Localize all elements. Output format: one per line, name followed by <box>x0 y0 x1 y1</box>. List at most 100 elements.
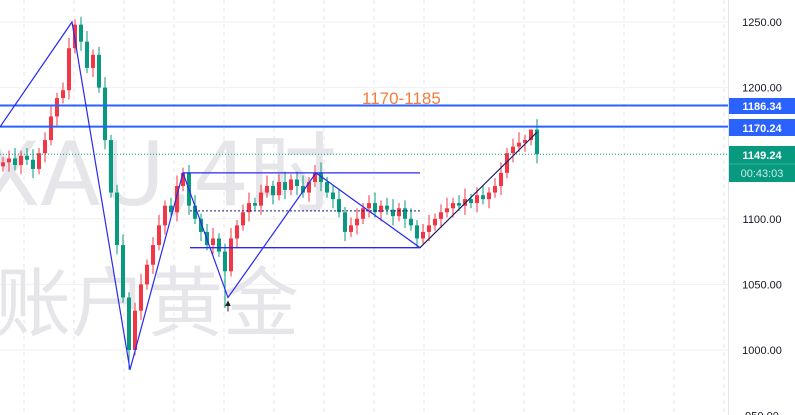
price-tick-label: 1000.00 <box>742 345 782 357</box>
candle-up <box>247 203 251 213</box>
candle-down <box>199 218 203 232</box>
candle-up <box>139 284 143 311</box>
candle-up <box>451 203 455 209</box>
level-value: 1186.34 <box>742 101 782 113</box>
candle-down <box>283 182 287 190</box>
candle-down <box>85 41 89 68</box>
candle-up <box>397 208 401 217</box>
candle-down <box>103 87 107 141</box>
candle-down <box>127 297 131 350</box>
candle-up <box>241 212 245 226</box>
candle-up <box>259 192 263 206</box>
candle-down <box>403 208 407 219</box>
candle-up <box>505 153 509 173</box>
candle-down <box>319 172 323 183</box>
candle-up <box>151 245 155 265</box>
candle-up <box>55 98 59 117</box>
candle-down <box>25 155 29 160</box>
candle-up <box>91 54 95 68</box>
arrow-marker <box>225 300 231 312</box>
candle-up <box>313 172 317 183</box>
candle-up <box>145 264 149 285</box>
candle-down <box>343 212 347 232</box>
candle-up <box>133 310 137 350</box>
candle-up <box>487 192 491 200</box>
price-tick-label: 1050.00 <box>742 279 782 291</box>
candle-down <box>253 203 257 206</box>
candle-down <box>535 129 539 155</box>
candle-down <box>331 192 335 200</box>
candle-down <box>169 205 173 213</box>
candle-down <box>391 209 395 217</box>
candle-down <box>97 54 101 88</box>
candle-up <box>229 238 233 272</box>
candle-up <box>289 179 293 190</box>
candle-up <box>463 199 467 206</box>
candle-down <box>325 182 329 193</box>
candle-up <box>61 90 65 99</box>
candle-up <box>277 182 281 196</box>
candle-up <box>421 231 425 239</box>
candle-up <box>43 140 47 154</box>
candle-down <box>109 140 113 193</box>
price-tick-label: 1200.00 <box>742 83 782 95</box>
candle-up <box>265 186 269 193</box>
candles <box>1 16 539 370</box>
candle-up <box>49 116 53 141</box>
candle-up <box>367 203 371 209</box>
candle-down <box>223 251 227 272</box>
drawings[interactable] <box>0 20 728 370</box>
candle-up <box>511 146 515 154</box>
candle-up <box>499 172 503 186</box>
zigzag-line <box>0 20 538 370</box>
candle-down <box>13 158 17 166</box>
candle-down <box>271 186 275 196</box>
candle-up <box>445 208 449 213</box>
price-tick-label: 1250.00 <box>742 17 782 29</box>
price-axis[interactable]: 1250.00 1200.00 1100.00 1050.00 1000.00 950.0… <box>742 17 782 415</box>
candle-down <box>79 24 83 42</box>
level-value: 1170.24 <box>742 123 782 135</box>
watermark-symbol: XAU,4时 <box>0 123 337 226</box>
candle-up <box>529 129 533 141</box>
candle-up <box>235 225 239 239</box>
candle-up <box>211 238 215 246</box>
candle-down <box>217 238 221 252</box>
candle-up <box>7 158 11 163</box>
candle-up <box>19 155 23 166</box>
candle-down <box>193 205 197 219</box>
price-tick-label: 1100.00 <box>743 214 782 226</box>
candle-down <box>409 218 413 226</box>
zone-annotation[interactable]: 1170-1185 <box>362 89 441 108</box>
watermark-account: 账户黄金 <box>0 259 299 348</box>
candle-up <box>175 186 179 213</box>
candle-down <box>115 192 119 246</box>
candle-down <box>469 199 473 204</box>
candle-up <box>517 142 521 147</box>
candle-up <box>181 172 185 186</box>
candle-up <box>37 153 41 169</box>
trend-line <box>419 131 538 248</box>
candle-down <box>337 199 341 213</box>
candle-up <box>67 48 71 91</box>
candle-up <box>379 205 383 213</box>
candle-up <box>433 218 437 226</box>
level-label-1186: 1186.34 <box>729 98 795 114</box>
candle-down <box>31 159 35 169</box>
grid <box>0 0 728 415</box>
candle-up <box>307 182 311 193</box>
candle-up <box>475 195 479 204</box>
last-price-value: 1149.24 <box>742 150 782 162</box>
candle-down <box>457 203 461 206</box>
candle-up <box>1 162 5 167</box>
candle-down <box>481 195 485 200</box>
last-price-label: 1149.24 00:43:03 <box>729 146 795 182</box>
candle-down <box>301 186 305 193</box>
price-tick-label: 950.00 <box>745 411 779 415</box>
bar-countdown: 00:43:03 <box>741 168 784 180</box>
level-label-1170: 1170.24 <box>729 119 795 136</box>
candle-up <box>157 225 161 246</box>
candle-down <box>121 245 125 298</box>
candle-up <box>523 140 527 143</box>
